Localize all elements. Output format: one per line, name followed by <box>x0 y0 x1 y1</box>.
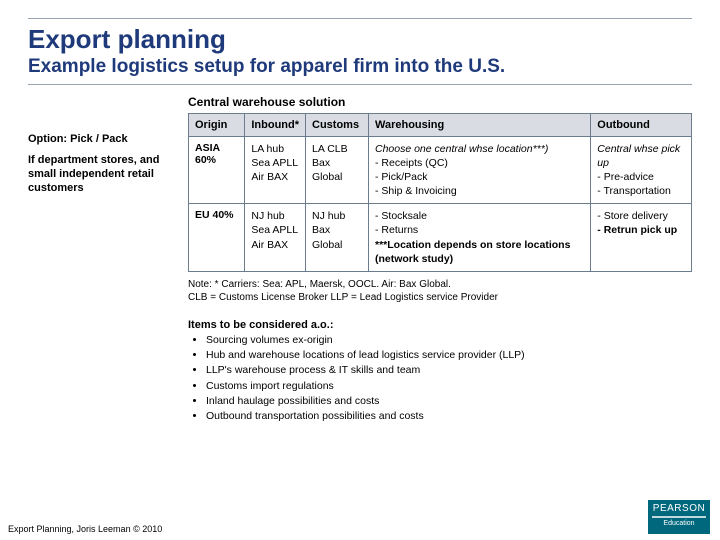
slide-subtitle: Example logistics setup for apparel firm… <box>28 56 692 78</box>
table-row: EU 40%NJ hubSea APLLAir BAXNJ hubBax Glo… <box>189 204 692 272</box>
option-label: Option: Pick / Pack <box>28 133 180 145</box>
table-cell-origin: EU 40% <box>189 204 245 272</box>
table-cell: NJ hubBax Global <box>306 204 369 272</box>
rule-top <box>28 18 692 19</box>
table-cell: LA hubSea APLLAir BAX <box>245 136 306 204</box>
option-column: Option: Pick / Pack If department stores… <box>28 95 188 425</box>
table-cell: - Store delivery- Retrun pick up <box>591 204 692 272</box>
items-title: Items to be considered a.o.: <box>188 319 692 331</box>
list-item: Customs import regulations <box>206 379 692 394</box>
pearson-logo: PEARSON Education <box>648 500 710 534</box>
table-cell: LA CLBBax Global <box>306 136 369 204</box>
list-item: Outbound transportation possibilities an… <box>206 409 692 424</box>
list-item: Hub and warehouse locations of lead logi… <box>206 348 692 363</box>
logistics-table: OriginInbound*CustomsWarehousingOutbound… <box>188 113 692 272</box>
table-header-cell: Customs <box>306 113 369 136</box>
table-cell-origin: ASIA 60% <box>189 136 245 204</box>
footnote: Note: * Carriers: Sea: APL, Maersk, OOCL… <box>188 278 692 305</box>
main-column: Central warehouse solution OriginInbound… <box>188 95 692 425</box>
central-warehouse-title: Central warehouse solution <box>188 95 692 109</box>
table-header-cell: Outbound <box>591 113 692 136</box>
table-cell: - Stocksale- Returns***Location depends … <box>368 204 590 272</box>
slide: Export planning Example logistics setup … <box>0 0 720 540</box>
table-header-cell: Warehousing <box>368 113 590 136</box>
list-item: LLP's warehouse process & IT skills and … <box>206 363 692 378</box>
list-item: Sourcing volumes ex-origin <box>206 333 692 348</box>
table-header-cell: Inbound* <box>245 113 306 136</box>
footnote-line: Note: * Carriers: Sea: APL, Maersk, OOCL… <box>188 278 692 292</box>
list-item: Inland haulage possibilities and costs <box>206 394 692 409</box>
table-cell: NJ hubSea APLLAir BAX <box>245 204 306 272</box>
table-header-row: OriginInbound*CustomsWarehousingOutbound <box>189 113 692 136</box>
content-area: Option: Pick / Pack If department stores… <box>28 95 692 425</box>
option-desc: If department stores, and small independ… <box>28 153 180 196</box>
footnote-line: CLB = Customs License Broker LLP = Lead … <box>188 291 692 305</box>
table-header-cell: Origin <box>189 113 245 136</box>
rule-mid <box>28 84 692 85</box>
table-cell: Central whse pick up- Pre-advice- Transp… <box>591 136 692 204</box>
logo-bar <box>652 516 706 518</box>
items-block: Items to be considered a.o.: Sourcing vo… <box>188 319 692 424</box>
copyright-footer: Export Planning, Joris Leeman © 2010 <box>8 524 162 534</box>
logo-brand: PEARSON <box>648 503 710 514</box>
items-list: Sourcing volumes ex-originHub and wareho… <box>188 333 692 424</box>
table-cell: Choose one central whse location***)- Re… <box>368 136 590 204</box>
table-row: ASIA 60%LA hubSea APLLAir BAXLA CLBBax G… <box>189 136 692 204</box>
logo-sub: Education <box>648 520 710 528</box>
slide-title: Export planning <box>28 25 692 54</box>
